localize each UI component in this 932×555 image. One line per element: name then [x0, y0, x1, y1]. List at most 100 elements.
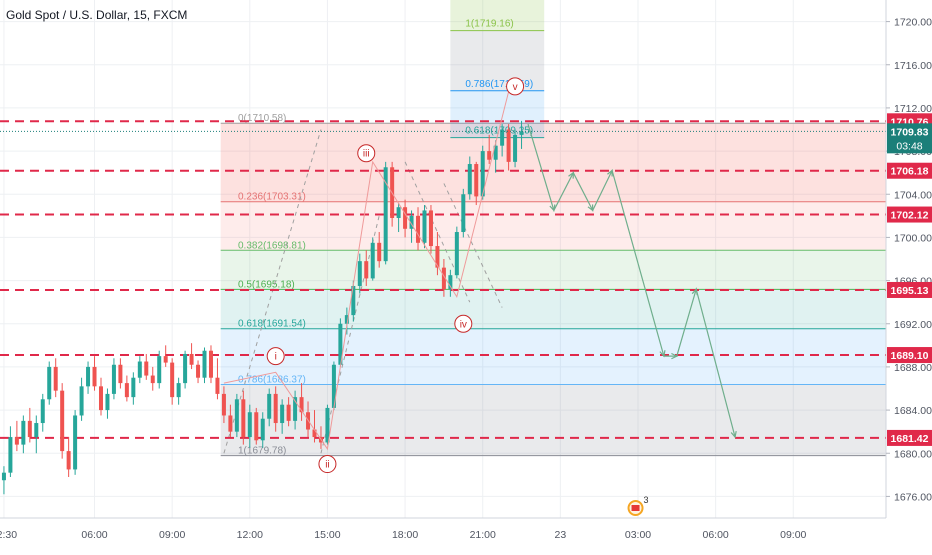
- candle: [189, 353, 194, 365]
- candle: [150, 375, 155, 384]
- candle: [163, 356, 168, 363]
- candle: [441, 267, 446, 290]
- projection-arrow: [730, 431, 737, 439]
- wave-label-circle: [506, 77, 525, 96]
- wave-label: i: [275, 352, 277, 363]
- candle: [183, 353, 188, 384]
- time-tick-label: 21:00: [470, 529, 496, 541]
- projection-arrow: [671, 352, 679, 360]
- fib-label: 1(1679.78): [238, 446, 286, 457]
- level-tag: [887, 206, 932, 223]
- fib-ext-zone: [450, 0, 545, 31]
- fib-label: 0.236(1703.31): [238, 192, 306, 203]
- wave-label: iii: [363, 149, 370, 160]
- guide-line: [320, 215, 380, 454]
- projection-arrow: [691, 287, 698, 296]
- event-count: 3: [644, 495, 649, 505]
- fib-zone: [220, 289, 886, 329]
- guide-line: [443, 183, 503, 308]
- candle: [221, 393, 226, 416]
- fib-ext-label: 0.618(1709.25): [465, 126, 533, 137]
- fib-label: 0.382(1698.81): [238, 240, 306, 251]
- candle: [331, 364, 336, 408]
- candle: [312, 429, 317, 438]
- price-tick-label: 1680.00: [894, 448, 932, 460]
- candle: [208, 350, 213, 378]
- guide-channels: [223, 129, 503, 454]
- time-tick-label: 02:30: [0, 529, 17, 541]
- current-price-tag: [887, 123, 932, 154]
- candle: [428, 210, 433, 247]
- candle: [435, 246, 440, 268]
- chart-title: Gold Spot / U.S. Dollar, 15, FXCM: [6, 8, 188, 22]
- fib-label: 0.618(1691.54): [238, 319, 306, 330]
- candle: [506, 129, 511, 162]
- candle: [131, 377, 136, 398]
- current-price-label: 1709.83: [891, 126, 929, 138]
- price-tick-label: 1676.00: [894, 491, 932, 503]
- level-tag-label: 1695.13: [891, 285, 929, 297]
- candle: [170, 362, 175, 398]
- flag-icon: [631, 505, 640, 511]
- time-tick-label: 15:00: [314, 529, 340, 541]
- time-axis: 02:30 06:00 09:00 12:00 15:00 18:00 21:00 23 03:…: [0, 517, 932, 550]
- candle: [493, 145, 498, 160]
- wave-label: ii: [325, 460, 329, 471]
- price-tick-label: 1716.00: [894, 60, 932, 72]
- guide-line: [223, 129, 322, 454]
- candle: [92, 366, 97, 387]
- bar-countdown: 03:48: [896, 140, 922, 152]
- candle: [73, 415, 78, 470]
- candle: [137, 361, 142, 378]
- candle: [8, 437, 13, 473]
- candle: [144, 361, 149, 376]
- fib-label: 0.5(1695.18): [238, 279, 295, 290]
- candle: [357, 261, 362, 286]
- projection-arrow: [587, 204, 594, 212]
- wave-label: iv: [460, 319, 467, 330]
- level-tag: [887, 347, 932, 364]
- candle: [228, 415, 233, 432]
- level-tag: [887, 162, 932, 179]
- time-tick-label: 03:00: [625, 529, 651, 541]
- fib-ext-label: 1(1719.16): [465, 19, 513, 30]
- time-tick-label: 06:00: [703, 529, 729, 541]
- time-tick-label: 23: [555, 529, 567, 541]
- candle: [267, 393, 272, 419]
- candle: [14, 437, 19, 445]
- candle: [448, 275, 453, 290]
- fib-ext-zone: [450, 30, 545, 91]
- candle: [377, 242, 382, 262]
- candle: [461, 194, 466, 233]
- candle: [118, 364, 123, 384]
- candle: [53, 366, 58, 391]
- candle: [409, 215, 414, 229]
- fib-ext-label: 0.786(1713.59): [465, 79, 533, 90]
- level-tag-label: 1706.18: [891, 166, 929, 178]
- candle: [105, 393, 110, 411]
- level-tag-label: 1702.12: [891, 210, 929, 222]
- time-tick-label: 18:00: [392, 529, 418, 541]
- time-tick-label: 12:00: [237, 529, 263, 541]
- time-tick-label: 09:00: [159, 529, 185, 541]
- candle: [403, 207, 408, 229]
- candle: [60, 390, 65, 452]
- candle: [79, 386, 84, 416]
- elliott-wave-path: [223, 91, 510, 451]
- candle: [293, 397, 298, 421]
- candle: [111, 364, 116, 394]
- time-tick-label: 09:00: [780, 529, 806, 541]
- candle: [286, 404, 291, 421]
- candle: [344, 315, 349, 324]
- candle: [27, 420, 32, 438]
- wave-label-circle: [357, 144, 376, 163]
- candle: [370, 242, 375, 279]
- candle: [383, 167, 388, 262]
- candle: [260, 418, 265, 441]
- candle: [34, 423, 39, 438]
- level-tag-label: 1689.10: [891, 350, 929, 362]
- candle: [66, 451, 71, 470]
- candle: [500, 129, 505, 146]
